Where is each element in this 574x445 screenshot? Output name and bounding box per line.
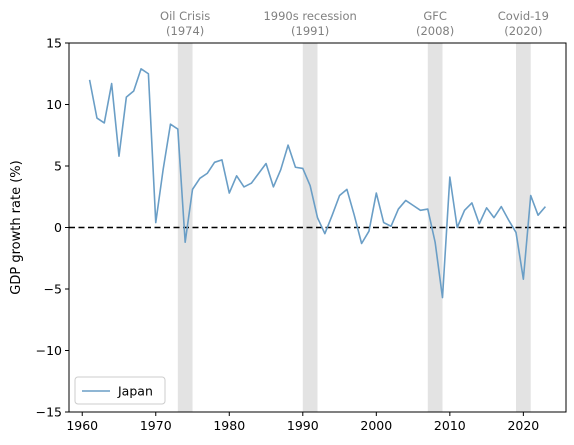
y-axis: −15 −10 −5 0 5 10 15 <box>36 36 69 420</box>
legend: Japan <box>74 376 166 405</box>
y-tick-label: −15 <box>36 405 62 420</box>
y-tick-label: 5 <box>54 159 62 174</box>
x-tick-label: 1980 <box>213 418 245 433</box>
y-axis-label: GDP growth rate (%) <box>9 160 24 294</box>
event-bands <box>177 43 531 412</box>
x-tick-label: 2020 <box>507 418 539 433</box>
y-tick-label: −5 <box>44 282 62 297</box>
event-label-title: Covid-19 <box>498 9 549 23</box>
y-tick-label: 10 <box>46 97 62 112</box>
series-lines <box>88 68 547 299</box>
x-tick-label: 1970 <box>140 418 172 433</box>
event-labels: Oil Crisis(1974) 1990s recession(1991) GFC… <box>160 9 549 38</box>
x-tick-label: 1990 <box>287 418 319 433</box>
x-tick-label: 1960 <box>66 418 98 433</box>
event-label-title: Oil Crisis <box>160 9 210 23</box>
event-label-year: (2008) <box>416 24 454 38</box>
series-line-0 <box>88 68 547 299</box>
event-label-year: (2020) <box>504 24 542 38</box>
event-label-title: 1990s recession <box>263 9 356 23</box>
x-tick-label: 2010 <box>434 418 466 433</box>
legend-label: Japan <box>117 384 153 399</box>
event-label-title: GFC <box>423 9 447 23</box>
event-label-year: (1974) <box>166 24 204 38</box>
event-label-year: (1991) <box>291 24 329 38</box>
x-tick-label: 2000 <box>360 418 392 433</box>
y-tick-label: 15 <box>46 36 62 51</box>
event-band-3 <box>516 43 531 412</box>
legend-box <box>74 376 166 405</box>
x-axis: 1960 1970 1980 1990 2000 2010 2020 <box>66 412 539 433</box>
y-tick-label: 0 <box>54 220 62 235</box>
y-tick-label: −10 <box>36 343 62 358</box>
